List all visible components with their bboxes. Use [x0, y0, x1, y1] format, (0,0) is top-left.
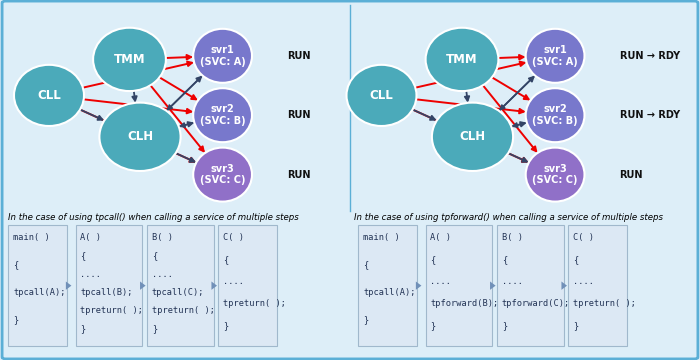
Text: RUN: RUN	[287, 51, 311, 61]
FancyBboxPatch shape	[426, 225, 492, 346]
Text: B( ): B( )	[502, 233, 523, 242]
Text: }: }	[430, 321, 435, 330]
Ellipse shape	[99, 103, 181, 171]
Text: ....: ....	[80, 270, 101, 279]
Text: {: {	[80, 251, 85, 260]
Ellipse shape	[14, 65, 84, 126]
Text: }: }	[363, 315, 368, 324]
Text: In the case of using tpforward() when calling a service of multiple steps: In the case of using tpforward() when ca…	[354, 213, 662, 222]
Text: tpreturn( );: tpreturn( );	[152, 306, 215, 315]
Text: B( ): B( )	[152, 233, 173, 242]
Text: tpforward(C);: tpforward(C);	[502, 299, 570, 308]
Ellipse shape	[526, 148, 584, 202]
FancyBboxPatch shape	[147, 225, 214, 346]
Text: tpreturn( );: tpreturn( );	[573, 299, 636, 308]
Text: tpcall(A);: tpcall(A);	[363, 288, 416, 297]
Ellipse shape	[193, 88, 252, 142]
Text: ....: ....	[502, 277, 523, 286]
Text: ....: ....	[152, 270, 173, 279]
Ellipse shape	[93, 28, 166, 91]
Text: RUN → RDY: RUN → RDY	[620, 110, 680, 120]
Text: svr2
(SVC: B): svr2 (SVC: B)	[532, 104, 578, 126]
Ellipse shape	[426, 28, 498, 91]
Text: }: }	[152, 324, 157, 333]
FancyBboxPatch shape	[358, 225, 416, 346]
Text: tpreturn( );: tpreturn( );	[223, 299, 286, 308]
Ellipse shape	[193, 148, 252, 202]
Text: }: }	[80, 324, 85, 333]
Text: }: }	[223, 321, 228, 330]
Text: C( ): C( )	[223, 233, 244, 242]
Text: C( ): C( )	[573, 233, 594, 242]
Text: In the case of using tpcall() when calling a service of multiple steps: In the case of using tpcall() when calli…	[8, 213, 299, 222]
FancyBboxPatch shape	[497, 225, 564, 346]
Text: }: }	[13, 315, 18, 324]
Text: tpcall(A);: tpcall(A);	[13, 288, 66, 297]
Text: tpreturn( );: tpreturn( );	[80, 306, 144, 315]
Text: main( ): main( )	[13, 233, 50, 242]
Text: A( ): A( )	[80, 233, 101, 242]
Text: {: {	[502, 255, 507, 264]
Text: TMM: TMM	[113, 53, 146, 66]
Ellipse shape	[432, 103, 513, 171]
Text: CLL: CLL	[37, 89, 61, 102]
Text: tpforward(B);: tpforward(B);	[430, 299, 498, 308]
Text: svr1
(SVC: A): svr1 (SVC: A)	[532, 45, 578, 67]
Text: main( ): main( )	[363, 233, 400, 242]
Text: RUN: RUN	[287, 110, 311, 120]
Text: A( ): A( )	[430, 233, 452, 242]
Text: TMM: TMM	[446, 53, 478, 66]
Ellipse shape	[526, 29, 584, 83]
Ellipse shape	[526, 88, 584, 142]
Text: {: {	[363, 260, 368, 269]
Text: svr3
(SVC: C): svr3 (SVC: C)	[533, 164, 578, 185]
Text: ....: ....	[430, 277, 452, 286]
Text: }: }	[573, 321, 579, 330]
Text: }: }	[502, 321, 507, 330]
Text: CLL: CLL	[370, 89, 393, 102]
FancyBboxPatch shape	[218, 225, 276, 346]
Text: RUN: RUN	[287, 170, 311, 180]
FancyBboxPatch shape	[568, 225, 627, 346]
FancyBboxPatch shape	[8, 225, 66, 346]
Text: svr1
(SVC: A): svr1 (SVC: A)	[199, 45, 246, 67]
Text: tpcall(C);: tpcall(C);	[152, 288, 204, 297]
Text: RUN: RUN	[620, 170, 643, 180]
Text: ....: ....	[573, 277, 594, 286]
FancyBboxPatch shape	[76, 225, 142, 346]
Text: ....: ....	[223, 277, 244, 286]
Text: RUN → RDY: RUN → RDY	[620, 51, 680, 61]
Text: {: {	[223, 255, 228, 264]
Text: svr2
(SVC: B): svr2 (SVC: B)	[199, 104, 246, 126]
Text: CLH: CLH	[459, 130, 486, 143]
Text: {: {	[13, 260, 18, 269]
Text: tpcall(B);: tpcall(B);	[80, 288, 133, 297]
Text: CLH: CLH	[127, 130, 153, 143]
Text: {: {	[573, 255, 579, 264]
Ellipse shape	[346, 65, 416, 126]
Text: {: {	[152, 251, 157, 260]
Text: {: {	[430, 255, 435, 264]
Text: svr3
(SVC: C): svr3 (SVC: C)	[200, 164, 245, 185]
Ellipse shape	[193, 29, 252, 83]
